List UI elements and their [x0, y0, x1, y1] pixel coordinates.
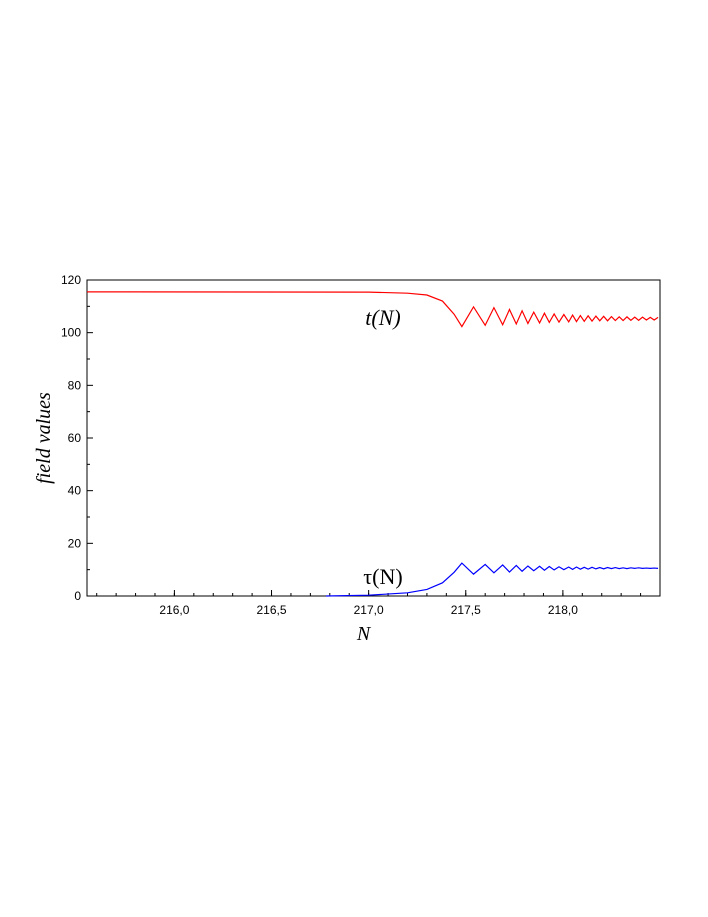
y-tick-label: 0: [74, 589, 81, 603]
x-tick-label: 217,0: [354, 603, 384, 617]
y-tick-label: 40: [68, 484, 82, 498]
y-tick-label: 120: [61, 273, 81, 287]
curve-label: τ(N): [363, 564, 402, 589]
x-tick-label: 217,5: [451, 603, 481, 617]
series-line: [86, 291, 659, 328]
y-tick-label: 60: [68, 431, 82, 445]
y-tick-label: 100: [61, 326, 81, 340]
y-axis-label: field values: [33, 392, 55, 484]
x-tick-label: 218,0: [548, 603, 578, 617]
x-tick-label: 216,5: [257, 603, 287, 617]
y-tick-label: 20: [68, 536, 82, 550]
y-tick-label: 80: [68, 378, 82, 392]
x-tick-label: 216,0: [159, 603, 189, 617]
plot-frame: [86, 279, 661, 597]
curve-label: t(N): [365, 305, 400, 330]
series-line: [325, 562, 659, 597]
x-axis-label: N: [356, 623, 372, 645]
